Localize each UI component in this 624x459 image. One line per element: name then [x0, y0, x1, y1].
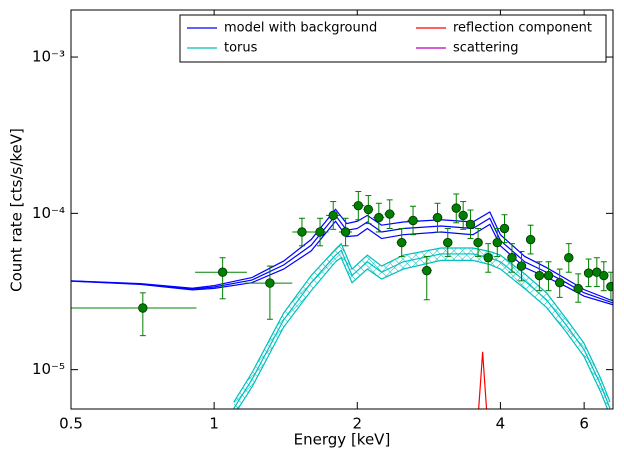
series-line [478, 351, 488, 409]
data-point [554, 277, 565, 288]
band-line [71, 208, 613, 302]
data-point [573, 283, 583, 294]
x-tick-label: 0.5 [59, 415, 83, 433]
data-point [265, 278, 275, 288]
x-tick-label: 6 [579, 415, 589, 433]
data-point [583, 268, 594, 278]
data-point [315, 227, 325, 237]
data-point [138, 303, 148, 313]
data-point [492, 237, 502, 248]
data-point [432, 212, 443, 223]
data-point [443, 237, 453, 248]
legend-label: torus [224, 41, 258, 56]
data-point [297, 227, 307, 237]
plot-area [71, 190, 613, 409]
data-point [499, 223, 510, 234]
legend-label: scattering [453, 41, 519, 56]
data-point [483, 253, 493, 263]
data-point [451, 203, 461, 213]
x-tick-label: 1 [209, 415, 219, 433]
data-point [217, 267, 228, 277]
data-point [465, 219, 476, 230]
data-point [543, 270, 554, 281]
data-point [516, 261, 527, 271]
data-point [525, 234, 536, 245]
legend-box [179, 14, 607, 63]
x-tick-label: 4 [496, 415, 506, 433]
data-point [353, 200, 364, 211]
x-tick-label: 2 [352, 415, 362, 433]
data-point [408, 215, 418, 226]
series-line [233, 249, 611, 409]
data-point [564, 253, 574, 263]
data-point [422, 265, 432, 276]
data-point [396, 237, 407, 248]
data-point [606, 281, 613, 292]
y-tick-label: 10⁻³ [32, 48, 65, 66]
data-point [374, 212, 384, 223]
data-point [534, 270, 545, 281]
series-line [71, 214, 613, 304]
y-tick-label: 10⁻⁵ [32, 360, 65, 378]
x-axis-label: Energy [keV] [294, 431, 391, 449]
band-line [237, 256, 609, 409]
y-tick-label: 10⁻⁴ [32, 204, 65, 222]
band-fill [233, 243, 610, 409]
data-point [473, 237, 483, 248]
legend-label: model with background [224, 21, 377, 36]
legend-label: reflection component [453, 21, 592, 36]
band-line [71, 220, 613, 306]
data-point [599, 270, 609, 281]
data-point [384, 209, 395, 219]
plot-frame [70, 9, 614, 410]
y-axis-label: Count rate [cts/s/keV] [8, 128, 26, 292]
band-line [233, 242, 611, 403]
data-point [340, 227, 351, 237]
data-point [507, 253, 517, 263]
data-point [363, 204, 374, 215]
data-point [328, 210, 338, 221]
data-point [458, 210, 468, 221]
